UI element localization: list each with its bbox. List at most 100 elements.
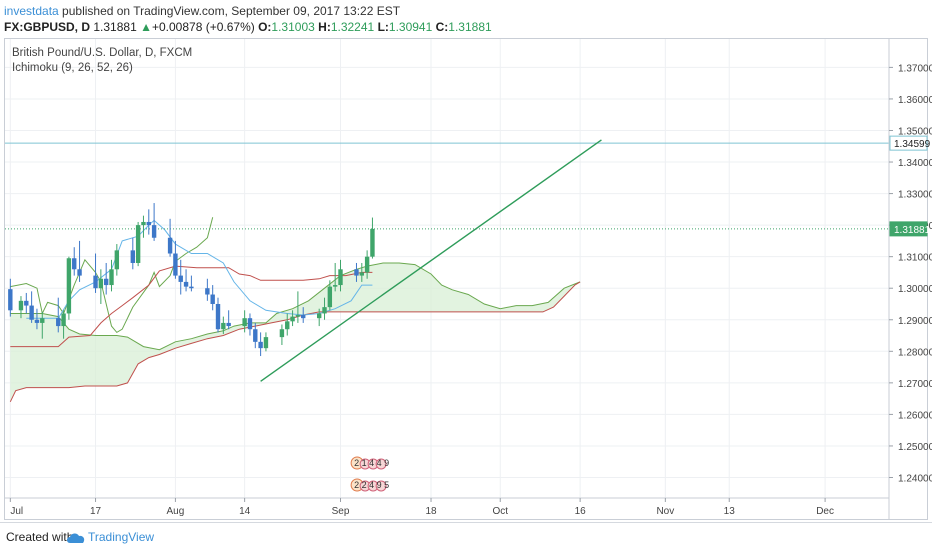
candle-body <box>295 315 301 317</box>
candle-body <box>56 318 61 327</box>
candle-body <box>167 237 173 254</box>
candle-body <box>61 313 66 327</box>
candle-body <box>18 300 24 311</box>
candle-body <box>98 278 104 289</box>
price-tick-label: 1.30000 <box>898 284 932 295</box>
event-flag-icon <box>375 480 387 492</box>
chart-frame <box>4 38 928 520</box>
candle-body <box>354 269 359 276</box>
ichimoku-cloud <box>10 263 581 402</box>
time-tick-label: Dec <box>816 506 834 517</box>
time-tick-label: 16 <box>575 506 587 517</box>
close-label: C: <box>435 20 449 34</box>
indicator-legend[interactable]: Ichimoku (9, 26, 52, 26) <box>12 62 133 74</box>
candle-body <box>141 221 146 226</box>
event-text: 2 2 4 9 5 <box>354 480 389 490</box>
candle-body <box>247 318 253 330</box>
candle-body <box>77 269 82 276</box>
candle-body <box>93 275 98 289</box>
price-label-box <box>889 135 928 151</box>
instrument-legend: British Pound/U.S. Dollar, D, FXCM <box>12 47 193 59</box>
conversion-line <box>26 219 373 319</box>
candle-body <box>183 281 189 287</box>
candle-body <box>332 285 338 287</box>
price-tick-label: 1.36000 <box>898 95 932 106</box>
candle-body <box>279 329 285 338</box>
time-tick-label: 13 <box>724 506 736 517</box>
ohlc-header: FX:GBPUSD, D 1.31881 ▲+0.00878 (+0.67%) … <box>4 20 492 34</box>
candle-body <box>285 321 290 330</box>
price-label-box <box>889 221 928 237</box>
price-tick-label: 1.26000 <box>898 410 932 421</box>
candle-body <box>364 256 370 273</box>
time-tick-label: 14 <box>239 506 251 517</box>
price-tick-label: 1.28000 <box>898 347 932 358</box>
price-tick-label: 1.35000 <box>898 126 932 137</box>
candle-body <box>130 250 136 263</box>
candle-body <box>72 258 77 270</box>
time-tick-label: Jul <box>10 506 23 517</box>
candle-body <box>8 289 13 311</box>
candle-body <box>146 221 151 226</box>
candle-body <box>253 329 258 342</box>
candle-body <box>40 318 45 323</box>
change-value: +0.00878 (+0.67%) <box>151 20 255 34</box>
time-tick-label: Oct <box>492 506 508 517</box>
candle-body <box>316 313 322 319</box>
price-tick-label: 1.33000 <box>898 190 932 201</box>
candle-body <box>210 294 215 304</box>
author-link[interactable]: investdata <box>4 4 59 18</box>
event-marker: 2 2 4 9 5 <box>350 478 389 492</box>
candle-body <box>301 315 306 319</box>
price-tick-label: 1.24000 <box>898 473 932 484</box>
event-text: 2 1 4 4 9 <box>354 458 389 468</box>
candle-body <box>226 322 231 327</box>
last-price: 1.31881 <box>93 20 137 34</box>
candle-body <box>109 269 114 286</box>
price-tick-label: 1.27000 <box>898 379 932 390</box>
price-label-text: 1.31881 <box>894 225 931 236</box>
candle-body <box>34 319 40 323</box>
candle-body <box>135 225 141 263</box>
price-tick-label: 1.25000 <box>898 442 932 453</box>
time-tick-label: Aug <box>167 506 185 517</box>
candle-body <box>114 250 120 270</box>
candle-body <box>66 258 72 314</box>
trend-line <box>260 139 602 382</box>
candle-body <box>327 286 333 308</box>
candle-body <box>370 228 375 257</box>
time-tick-label: Nov <box>656 506 674 517</box>
low-label: L: <box>377 20 389 34</box>
publish-text: published on TradingView.com, September … <box>62 4 401 18</box>
base-line <box>10 265 373 348</box>
candle-body <box>205 288 210 295</box>
price-tick-label: 1.34000 <box>898 158 932 169</box>
footer-bar: Created with TradingView <box>0 522 932 551</box>
price-tick-label: 1.37000 <box>898 63 932 74</box>
tradingview-brand[interactable]: TradingView <box>88 530 155 544</box>
high-value: 1.32241 <box>330 20 375 34</box>
time-tick-label: 18 <box>425 506 437 517</box>
open-value: 1.31003 <box>271 20 315 34</box>
candle-body <box>151 225 157 238</box>
open-label: O: <box>258 20 272 34</box>
event-flag-icon <box>375 458 387 470</box>
leading-span-a <box>10 262 581 351</box>
candle-body <box>215 303 221 330</box>
low-value: 1.30941 <box>388 20 433 34</box>
candle-body <box>322 307 327 314</box>
high-label: H: <box>318 20 331 34</box>
candle-body <box>173 253 178 276</box>
close-value: 1.31881 <box>448 20 492 34</box>
time-tick-label: Sep <box>332 506 350 517</box>
price-label-text: 1.34599 <box>894 139 931 150</box>
candle-body <box>24 300 29 306</box>
candle-body <box>263 337 269 349</box>
time-tick-label: 17 <box>90 506 102 517</box>
event-marker: 2 1 4 4 9 <box>350 456 389 470</box>
candle-body <box>29 305 34 320</box>
candle-body <box>103 278 109 286</box>
price-tick-label: 1.31000 <box>898 253 932 264</box>
candle-body <box>242 318 247 327</box>
